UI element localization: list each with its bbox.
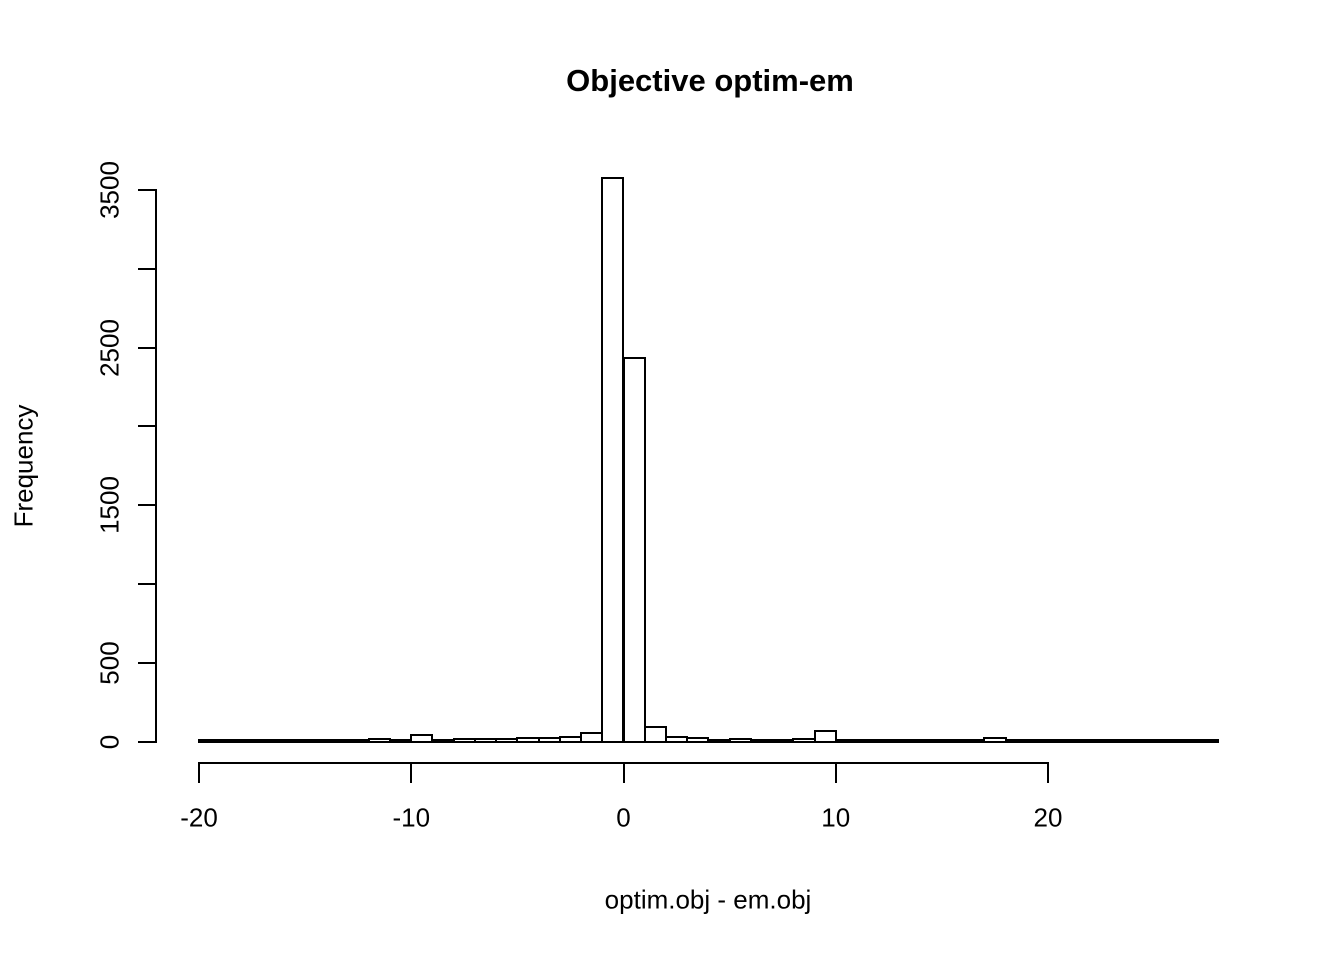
x-axis-tick-label: 20 xyxy=(1033,802,1063,833)
histogram-bar xyxy=(983,736,1007,742)
x-axis-tick xyxy=(1047,762,1049,783)
histogram-bar xyxy=(622,356,646,742)
y-axis-title: Frequency xyxy=(8,404,39,528)
x-axis-tick-label: -20 xyxy=(180,802,218,833)
histogram-bar xyxy=(813,729,837,742)
y-axis-tick xyxy=(138,189,157,191)
y-axis-tick-label: 500 xyxy=(94,641,125,685)
x-axis-tick-label: -10 xyxy=(392,802,431,833)
x-axis-tick xyxy=(834,762,837,783)
histogram-bar xyxy=(643,726,667,742)
chart-title: Objective optim-em xyxy=(566,63,854,98)
x-axis-title: optim.obj - em.obj xyxy=(604,884,812,915)
y-axis-tick-label: 2500 xyxy=(94,318,125,377)
x-axis-tick-label: 0 xyxy=(616,802,631,833)
histogram-bar xyxy=(410,733,434,742)
x-axis-tick xyxy=(622,762,625,783)
x-axis-tick xyxy=(198,762,200,783)
histogram-baseline xyxy=(198,740,1219,743)
y-axis-tick xyxy=(138,504,157,507)
y-axis-line xyxy=(155,189,157,743)
y-axis-tick-label: 3500 xyxy=(94,161,125,219)
y-axis-tick xyxy=(138,346,157,349)
y-axis-tick xyxy=(138,740,157,743)
histogram-bar xyxy=(601,176,625,742)
histogram-bar xyxy=(1195,739,1219,742)
y-axis-tick xyxy=(138,582,157,585)
y-axis-tick-label: 1500 xyxy=(94,476,125,535)
y-axis-tick xyxy=(138,267,157,270)
y-axis-tick xyxy=(138,661,157,664)
y-axis-tick-label: 0 xyxy=(94,734,125,749)
y-axis-tick xyxy=(138,425,157,428)
x-axis-tick-label: 10 xyxy=(821,802,851,833)
x-axis-tick xyxy=(410,762,413,783)
